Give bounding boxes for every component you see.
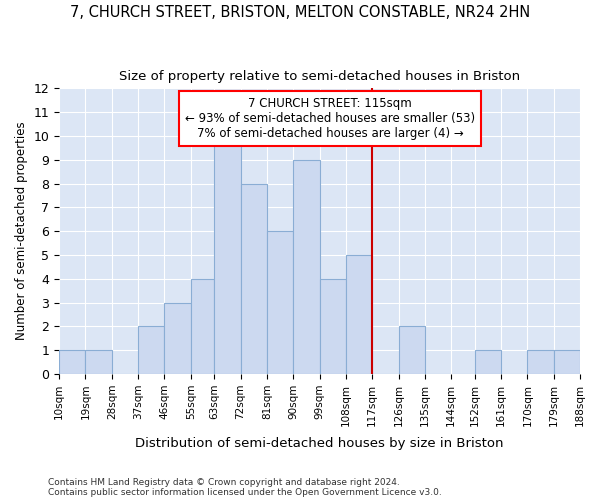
Bar	[554, 350, 580, 374]
Bar	[85, 350, 112, 374]
Text: 7 CHURCH STREET: 115sqm
← 93% of semi-detached houses are smaller (53)
7% of sem: 7 CHURCH STREET: 115sqm ← 93% of semi-de…	[185, 97, 475, 140]
Bar	[475, 350, 501, 374]
Bar	[398, 326, 425, 374]
Bar	[138, 326, 164, 374]
Bar	[191, 279, 214, 374]
Y-axis label: Number of semi-detached properties: Number of semi-detached properties	[15, 122, 28, 340]
Text: Contains HM Land Registry data © Crown copyright and database right 2024.
Contai: Contains HM Land Registry data © Crown c…	[48, 478, 442, 497]
Bar	[267, 231, 293, 374]
Bar	[241, 184, 267, 374]
Bar	[527, 350, 554, 374]
Bar	[214, 136, 241, 374]
Bar	[164, 302, 191, 374]
Text: 7, CHURCH STREET, BRISTON, MELTON CONSTABLE, NR24 2HN: 7, CHURCH STREET, BRISTON, MELTON CONSTA…	[70, 5, 530, 20]
Bar	[59, 350, 85, 374]
Title: Size of property relative to semi-detached houses in Briston: Size of property relative to semi-detach…	[119, 70, 520, 83]
Bar	[320, 279, 346, 374]
Bar	[293, 160, 320, 374]
Bar	[346, 255, 372, 374]
X-axis label: Distribution of semi-detached houses by size in Briston: Distribution of semi-detached houses by …	[136, 437, 504, 450]
